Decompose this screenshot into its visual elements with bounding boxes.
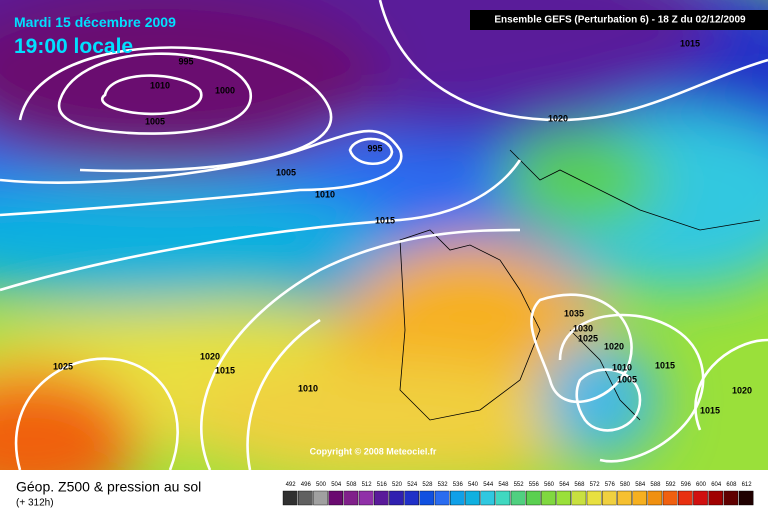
isobar-label: 1025 bbox=[53, 361, 73, 371]
isobar-label: 1020 bbox=[200, 351, 220, 361]
scale-swatch bbox=[617, 490, 632, 506]
scale-label: 596 bbox=[681, 482, 692, 488]
scale-swatch bbox=[298, 490, 313, 506]
isobar-label: 1015 bbox=[680, 38, 700, 48]
isobar-label: 1005 bbox=[617, 374, 637, 384]
isobar-label: 1030 bbox=[573, 323, 593, 333]
isobar-label: 1025 bbox=[578, 333, 598, 343]
scale-swatch bbox=[495, 490, 511, 506]
date: Mardi 15 décembre 2009 bbox=[14, 14, 176, 30]
scale-swatch bbox=[602, 490, 617, 506]
scale-label: 500 bbox=[316, 482, 327, 488]
scale-label: 492 bbox=[286, 482, 297, 488]
scale-label: 508 bbox=[346, 482, 357, 488]
scale-label: 560 bbox=[544, 482, 555, 488]
scale-swatch bbox=[389, 490, 404, 506]
scale-label: 496 bbox=[301, 482, 312, 488]
scale-label: 540 bbox=[468, 482, 479, 488]
scale-swatch bbox=[343, 490, 359, 506]
scale-swatch bbox=[480, 490, 496, 506]
scale-swatch bbox=[678, 490, 693, 506]
isobar-label: 1005 bbox=[276, 167, 296, 177]
scale-label: 572 bbox=[590, 482, 601, 488]
copyright: Copyright © 2008 Meteociel.fr bbox=[310, 446, 437, 456]
isobar-labels: 1015 995 1010 1000 1005 995 1020 1005 1010 1015 10… bbox=[53, 38, 752, 415]
isobar-label: 1005 bbox=[145, 116, 165, 126]
scale-swatch bbox=[647, 490, 663, 506]
footer-lead: (+ 312h) bbox=[16, 498, 54, 509]
scale-label: 524 bbox=[407, 482, 418, 488]
isobar-label: 1000 bbox=[215, 85, 235, 95]
isobar-label: 1010 bbox=[298, 383, 318, 393]
scale-label: 552 bbox=[514, 482, 525, 488]
scale-swatch bbox=[510, 490, 526, 506]
scale-swatch bbox=[328, 490, 344, 506]
isobar-label: 1020 bbox=[548, 113, 568, 123]
scale-swatch bbox=[434, 490, 450, 506]
scale-label: 600 bbox=[696, 482, 707, 488]
scale-label: 548 bbox=[498, 482, 509, 488]
scale-swatch bbox=[556, 490, 571, 506]
scale-label: 580 bbox=[620, 482, 631, 488]
isobar-label: 1010 bbox=[315, 189, 335, 199]
scale-swatch bbox=[708, 490, 723, 506]
isobar-label: 1020 bbox=[732, 385, 752, 395]
scale-label: 564 bbox=[559, 482, 570, 488]
scale-swatch bbox=[374, 490, 389, 506]
isobar-label: 1015 bbox=[215, 365, 235, 375]
scale-label: 592 bbox=[666, 482, 677, 488]
scale-swatch bbox=[419, 490, 435, 506]
scale-label: 544 bbox=[483, 482, 494, 488]
isobar-label: 995 bbox=[367, 143, 382, 153]
scale-swatch bbox=[450, 490, 465, 506]
scale-label: 512 bbox=[362, 482, 373, 488]
scale-swatch bbox=[571, 490, 587, 506]
isobar-label: 1015 bbox=[655, 360, 675, 370]
isobar-label: 1010 bbox=[612, 362, 632, 372]
scale-swatch bbox=[282, 490, 298, 506]
scale-swatch bbox=[693, 490, 708, 506]
scale-label: 536 bbox=[453, 482, 464, 488]
scale-label: 516 bbox=[377, 482, 388, 488]
scale-label: 608 bbox=[726, 482, 737, 488]
scale-label: 588 bbox=[650, 482, 661, 488]
isobar-label: 1035 bbox=[564, 308, 584, 318]
footer-title: Géop. Z500 & pression au sol bbox=[16, 479, 201, 495]
header-box bbox=[470, 10, 768, 30]
scale-label: 576 bbox=[605, 482, 616, 488]
scale-swatch bbox=[738, 490, 754, 506]
isobar-label: 1015 bbox=[700, 405, 720, 415]
isobar-label: 1020 bbox=[604, 341, 624, 351]
scale-label: 532 bbox=[438, 482, 449, 488]
scale-swatch bbox=[632, 490, 647, 506]
scale-swatch bbox=[541, 490, 556, 506]
scale-label: 568 bbox=[574, 482, 585, 488]
scale-label: 504 bbox=[331, 482, 342, 488]
scale-swatch bbox=[465, 490, 480, 506]
local-time: 19:00 locale bbox=[14, 35, 133, 58]
color-scale: 492 496 500 504 508 512 516 520 524 528 532 536 540 5… bbox=[282, 482, 754, 506]
scale-swatch bbox=[586, 490, 602, 506]
scale-label: 612 bbox=[742, 482, 753, 488]
scale-swatch bbox=[313, 490, 328, 506]
model-run: Ensemble GEFS (Perturbation 6) - 18 Z du… bbox=[494, 15, 746, 26]
scale-label: 528 bbox=[422, 482, 433, 488]
isobar-label: 995 bbox=[178, 56, 193, 66]
scale-swatch bbox=[404, 490, 420, 506]
scale-label: 520 bbox=[392, 482, 403, 488]
scale-swatch bbox=[662, 490, 678, 506]
isobar-label: 1010 bbox=[150, 80, 170, 90]
scale-swatch bbox=[526, 490, 541, 506]
scale-label: 584 bbox=[635, 482, 646, 488]
scale-swatch bbox=[358, 490, 374, 506]
scale-swatch bbox=[723, 490, 739, 506]
scale-label: 556 bbox=[529, 482, 540, 488]
isobars bbox=[0, 0, 768, 470]
scale-label: 604 bbox=[711, 482, 722, 488]
isobar-label: 1015 bbox=[375, 215, 395, 225]
